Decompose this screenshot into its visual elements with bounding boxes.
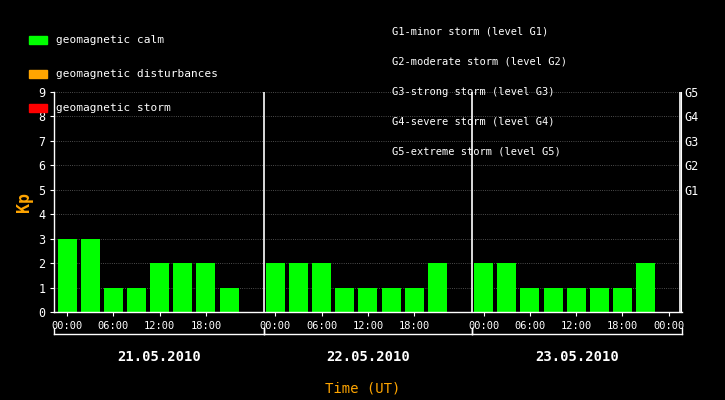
Text: G1-minor storm (level G1): G1-minor storm (level G1) bbox=[392, 27, 548, 37]
Bar bbox=[381, 288, 401, 312]
Bar bbox=[289, 263, 308, 312]
Bar bbox=[80, 239, 100, 312]
Bar bbox=[57, 239, 77, 312]
Text: 23.05.2010: 23.05.2010 bbox=[535, 350, 618, 364]
Text: G2-moderate storm (level G2): G2-moderate storm (level G2) bbox=[392, 57, 566, 67]
Bar bbox=[335, 288, 355, 312]
Text: G4-severe storm (level G4): G4-severe storm (level G4) bbox=[392, 117, 554, 127]
Text: geomagnetic disturbances: geomagnetic disturbances bbox=[56, 69, 218, 79]
Bar bbox=[266, 263, 285, 312]
Bar bbox=[312, 263, 331, 312]
Bar bbox=[544, 288, 563, 312]
Y-axis label: Kp: Kp bbox=[14, 192, 33, 212]
Bar bbox=[358, 288, 378, 312]
Text: 22.05.2010: 22.05.2010 bbox=[326, 350, 410, 364]
Bar bbox=[220, 288, 239, 312]
Bar bbox=[150, 263, 169, 312]
Text: Time (UT): Time (UT) bbox=[325, 382, 400, 396]
Bar bbox=[127, 288, 146, 312]
Text: G5-extreme storm (level G5): G5-extreme storm (level G5) bbox=[392, 147, 560, 157]
Bar bbox=[590, 288, 609, 312]
Bar bbox=[636, 263, 655, 312]
Bar bbox=[497, 263, 516, 312]
Bar bbox=[613, 288, 632, 312]
Bar bbox=[196, 263, 215, 312]
Text: 21.05.2010: 21.05.2010 bbox=[117, 350, 201, 364]
Bar bbox=[521, 288, 539, 312]
Text: G3-strong storm (level G3): G3-strong storm (level G3) bbox=[392, 87, 554, 97]
Bar bbox=[428, 263, 447, 312]
Bar bbox=[405, 288, 423, 312]
Text: geomagnetic calm: geomagnetic calm bbox=[56, 35, 164, 45]
Bar bbox=[474, 263, 493, 312]
Bar bbox=[567, 288, 586, 312]
Bar bbox=[173, 263, 192, 312]
Bar bbox=[104, 288, 123, 312]
Text: geomagnetic storm: geomagnetic storm bbox=[56, 103, 170, 113]
